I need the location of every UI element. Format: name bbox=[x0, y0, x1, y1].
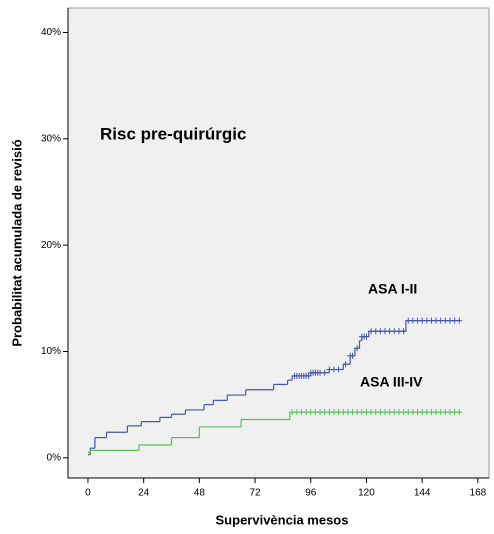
y-tick-label: 40% bbox=[41, 27, 61, 38]
censor-mark bbox=[349, 352, 356, 359]
x-tick-label: 0 bbox=[85, 488, 91, 499]
y-tick-label: 10% bbox=[41, 346, 61, 357]
y-tick-label: 30% bbox=[41, 133, 61, 144]
series-label: ASA I-II bbox=[368, 281, 417, 297]
censor-mark bbox=[363, 333, 370, 340]
censor-mark bbox=[321, 369, 328, 376]
x-tick-label: 48 bbox=[194, 488, 206, 499]
censor-mark bbox=[400, 328, 407, 335]
y-axis-title: Probabilitat acumulada de revisió bbox=[9, 139, 24, 346]
chart-title: Risc pre-quirúrgic bbox=[100, 124, 246, 143]
x-tick-label: 168 bbox=[470, 488, 487, 499]
censor-mark bbox=[335, 366, 342, 373]
x-tick-label: 144 bbox=[414, 488, 431, 499]
censor-mark bbox=[354, 345, 361, 352]
censor-mark bbox=[342, 361, 349, 368]
y-tick-label: 20% bbox=[41, 240, 61, 251]
x-tick-label: 96 bbox=[305, 488, 317, 499]
censor-mark bbox=[305, 372, 312, 379]
y-tick-label: 0% bbox=[47, 452, 62, 463]
series-label: ASA III-IV bbox=[360, 374, 423, 390]
censor-mark bbox=[456, 317, 463, 324]
x-tick-label: 72 bbox=[249, 488, 261, 499]
censor-mark bbox=[456, 409, 463, 416]
x-axis-title: Supervivència mesos bbox=[216, 512, 349, 527]
x-tick-label: 24 bbox=[138, 488, 150, 499]
x-tick-label: 120 bbox=[358, 488, 375, 499]
plot-area bbox=[67, 7, 490, 479]
